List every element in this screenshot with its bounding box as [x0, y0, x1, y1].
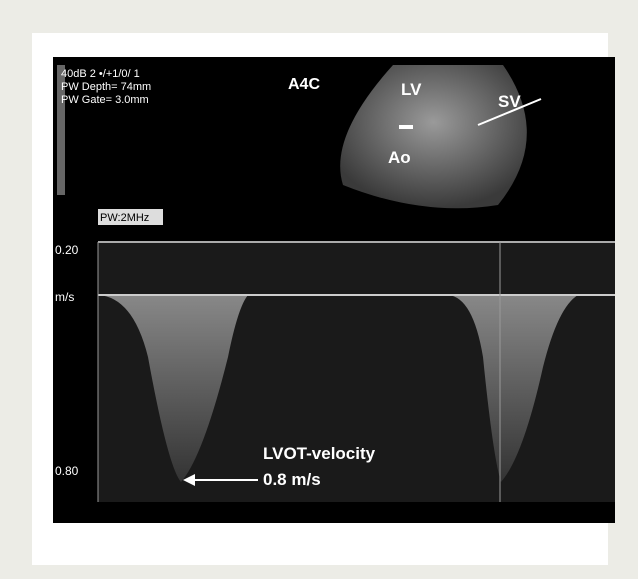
- ao-label: Ao: [388, 148, 411, 167]
- setting: PW Depth= 74mm: [61, 81, 151, 93]
- gate: [399, 125, 413, 129]
- view: A4C: [288, 76, 320, 93]
- page: 40dB 2 •/+1/0/ 1 PW Depth= 74mm PW Gate=…: [0, 0, 638, 579]
- setting: PW Gate= 3.0mm: [61, 94, 149, 106]
- annotation-title: LVOT-velocity: [263, 444, 376, 463]
- echo-image: 40dB 2 •/+1/0/ 1 PW Depth= 74mm PW Gate=…: [53, 57, 615, 523]
- annotation-value: 0.8 m/s: [263, 470, 321, 489]
- scale-label: 0.80: [55, 464, 79, 478]
- scale-label: 0.20: [55, 243, 79, 257]
- mode: PW:2MHz: [100, 212, 149, 224]
- setting: 40dB 2 •/+1/0/ 1: [61, 68, 140, 80]
- sv-label: SV: [498, 92, 521, 111]
- lv-label: LV: [401, 80, 422, 99]
- scale-unit: m/s: [55, 290, 74, 304]
